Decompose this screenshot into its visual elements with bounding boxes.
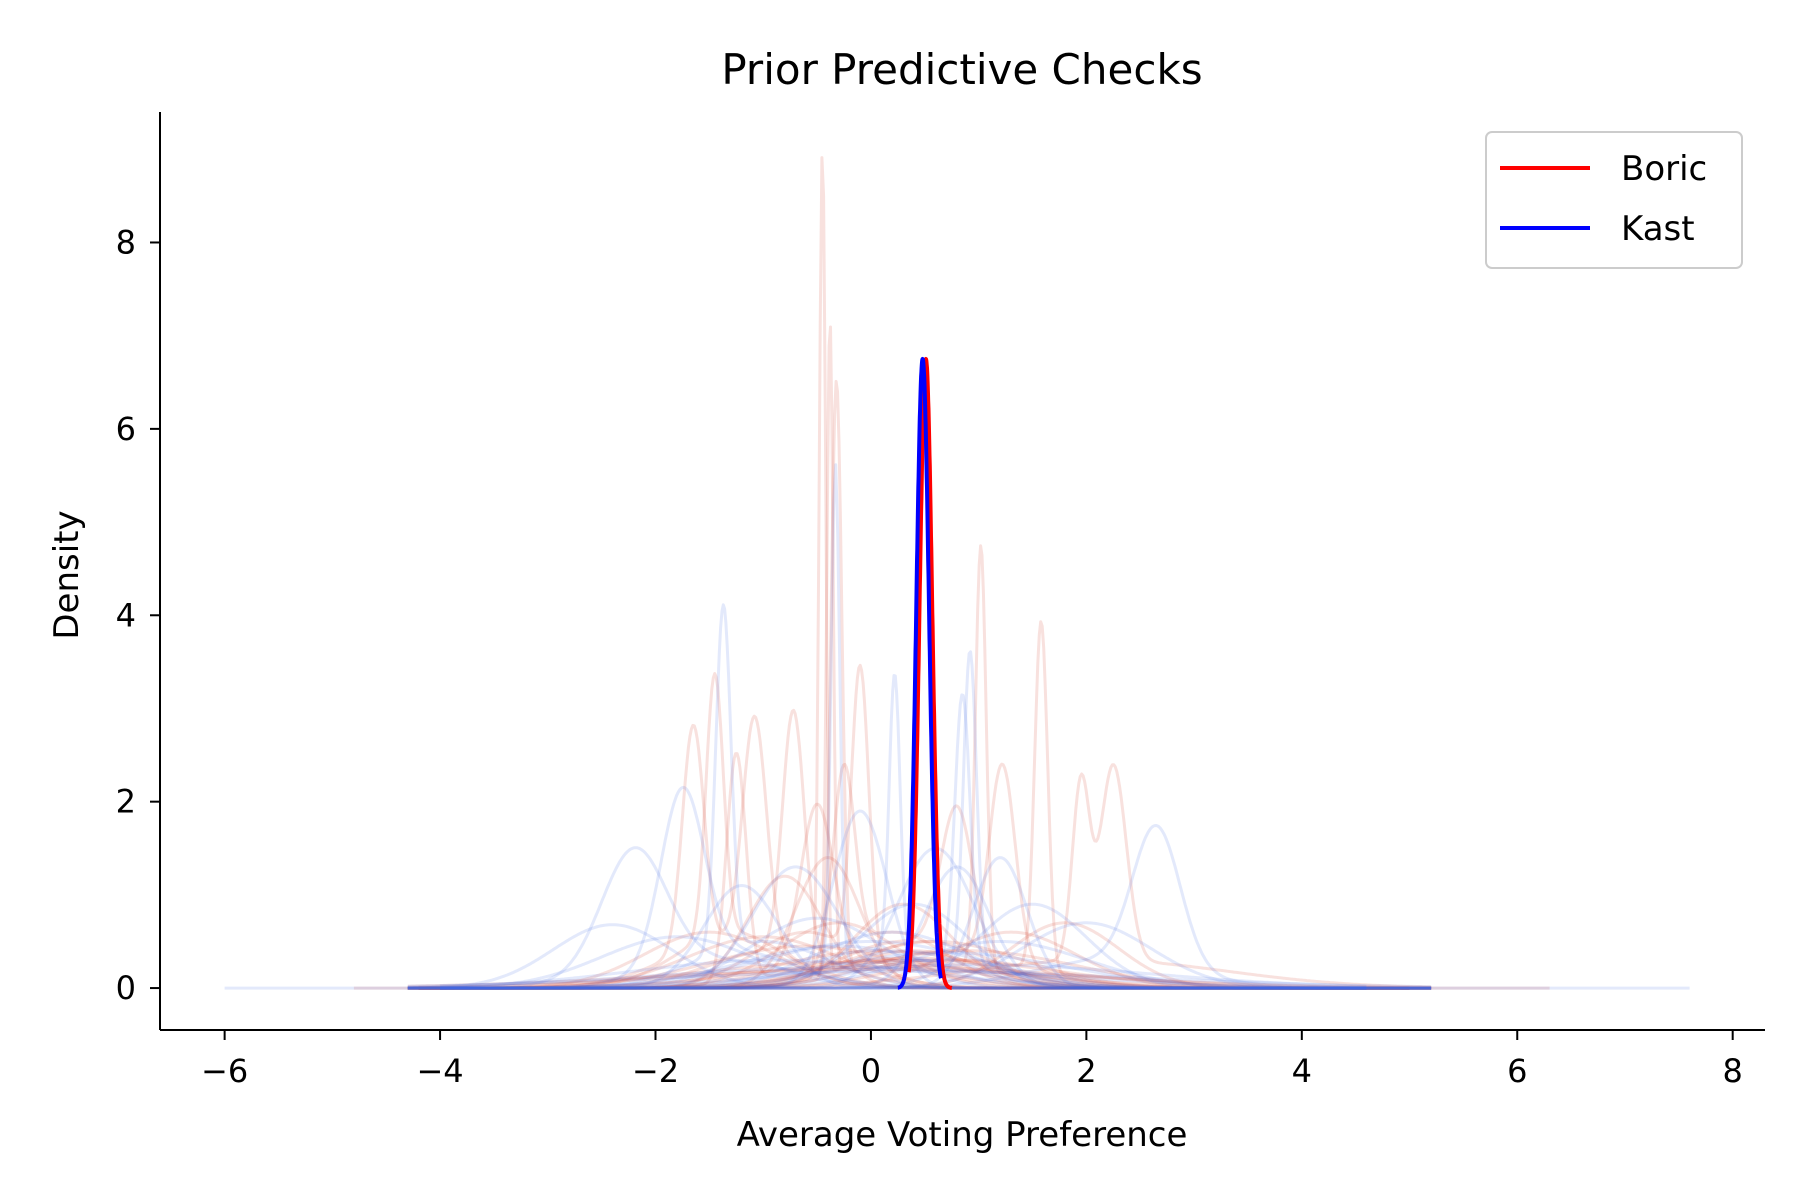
prior-curve-kast xyxy=(407,865,1432,990)
x-tick-label: 8 xyxy=(1723,1052,1743,1090)
prior-curve-kast xyxy=(439,884,1367,990)
y-tick-label: 2 xyxy=(116,783,136,821)
prior-curve-boric xyxy=(407,949,1432,990)
prior-curve-boric xyxy=(407,672,1432,990)
prior-curve-kast xyxy=(439,951,1367,990)
prior-curve-kast xyxy=(407,958,1432,990)
prior-curve-boric xyxy=(418,921,1410,990)
prior-curve-boric xyxy=(418,965,1410,990)
series-line-boric xyxy=(906,357,954,990)
x-tick-label: 6 xyxy=(1507,1052,1527,1090)
prior-curve-kast xyxy=(407,865,1432,990)
x-tick-label: −2 xyxy=(632,1052,679,1090)
prior-curve-kast xyxy=(407,650,1432,990)
prior-curve-boric xyxy=(418,802,1410,990)
prior-curve-boric xyxy=(407,940,1432,990)
prior-curve-kast xyxy=(439,674,1367,990)
prior-curve-kast xyxy=(439,940,1367,990)
prior-curve-kast xyxy=(407,935,1432,990)
prior-curve-kast xyxy=(407,856,1432,990)
prior-curve-kast xyxy=(407,923,1432,990)
x-tick-label: 4 xyxy=(1292,1052,1312,1090)
legend-label-boric: Boric xyxy=(1621,149,1707,189)
posterior-series xyxy=(896,357,954,990)
legend-label-kast: Kast xyxy=(1621,209,1695,249)
prior-curve-boric xyxy=(407,714,1432,990)
prior-curve-boric xyxy=(407,967,1432,989)
prior-curve-boric xyxy=(418,544,1410,990)
x-tick-label: −4 xyxy=(416,1052,463,1090)
y-tick-label: 8 xyxy=(116,223,136,261)
prior-curve-boric xyxy=(407,856,1432,990)
prior-curve-kast xyxy=(407,916,1432,990)
prior-curve-kast xyxy=(439,603,1367,990)
prior-curve-kast xyxy=(439,921,1367,990)
prior-curve-boric xyxy=(418,949,1410,990)
prior-curve-kast xyxy=(407,786,1432,990)
prior-curve-boric xyxy=(418,944,1410,990)
y-tick-label: 4 xyxy=(116,596,136,634)
prior-curve-kast xyxy=(439,963,1367,990)
prior-curve-kast xyxy=(407,940,1432,990)
prior-curve-boric xyxy=(407,960,1432,990)
series-line-kast xyxy=(896,357,943,990)
prior-curve-kast xyxy=(407,693,1432,990)
y-axis-label: Density xyxy=(47,510,87,639)
prior-curve-kast xyxy=(439,902,1367,990)
chart-title: Prior Predictive Checks xyxy=(721,45,1202,94)
x-tick-label: 0 xyxy=(861,1052,881,1090)
prior-curve-boric xyxy=(418,663,1410,990)
prior-curve-kast xyxy=(439,930,1367,990)
prior-curve-boric xyxy=(418,762,1410,990)
x-tick-label: −6 xyxy=(201,1052,248,1090)
prior-curve-boric xyxy=(418,930,1410,990)
prior-samples-kast xyxy=(224,463,1690,990)
prior-curve-kast xyxy=(407,809,1432,990)
prior-curve-boric xyxy=(407,762,1432,990)
prior-curve-boric xyxy=(407,763,1432,990)
x-axis-label: Average Voting Preference xyxy=(737,1115,1188,1155)
prior-curve-boric xyxy=(418,874,1410,990)
prior-curve-kast xyxy=(439,824,1367,990)
prior-curve-boric xyxy=(418,752,1410,990)
prior-curve-boric xyxy=(407,930,1432,990)
legend: Boric Kast xyxy=(1485,131,1743,269)
prior-curve-boric xyxy=(407,620,1432,990)
prior-curve-boric xyxy=(418,921,1410,990)
prior-curve-boric xyxy=(407,804,1432,990)
prior-curve-boric xyxy=(407,379,1432,990)
prior-curve-boric xyxy=(418,325,1410,990)
x-tick-label: 2 xyxy=(1076,1052,1096,1090)
prior-curve-kast xyxy=(407,944,1432,990)
prior-curve-kast xyxy=(224,463,1690,990)
prior-curve-kast xyxy=(439,966,1367,989)
prior-curve-boric xyxy=(418,956,1410,990)
prior-curve-kast xyxy=(407,969,1432,989)
prior-samples-boric xyxy=(353,156,1550,990)
y-tick-label: 0 xyxy=(116,969,136,1007)
y-tick-label: 6 xyxy=(116,410,136,448)
prior-curve-boric xyxy=(418,708,1410,990)
prior-curve-boric xyxy=(353,156,1550,990)
x-axis-ticks: −6 −4 −2 0 2 4 6 8 xyxy=(201,1030,1743,1090)
prior-curve-boric xyxy=(407,902,1432,990)
prior-curve-boric xyxy=(407,935,1432,990)
y-axis-ticks: 0 2 4 6 8 xyxy=(116,223,160,1007)
prior-curve-kast xyxy=(439,846,1367,990)
